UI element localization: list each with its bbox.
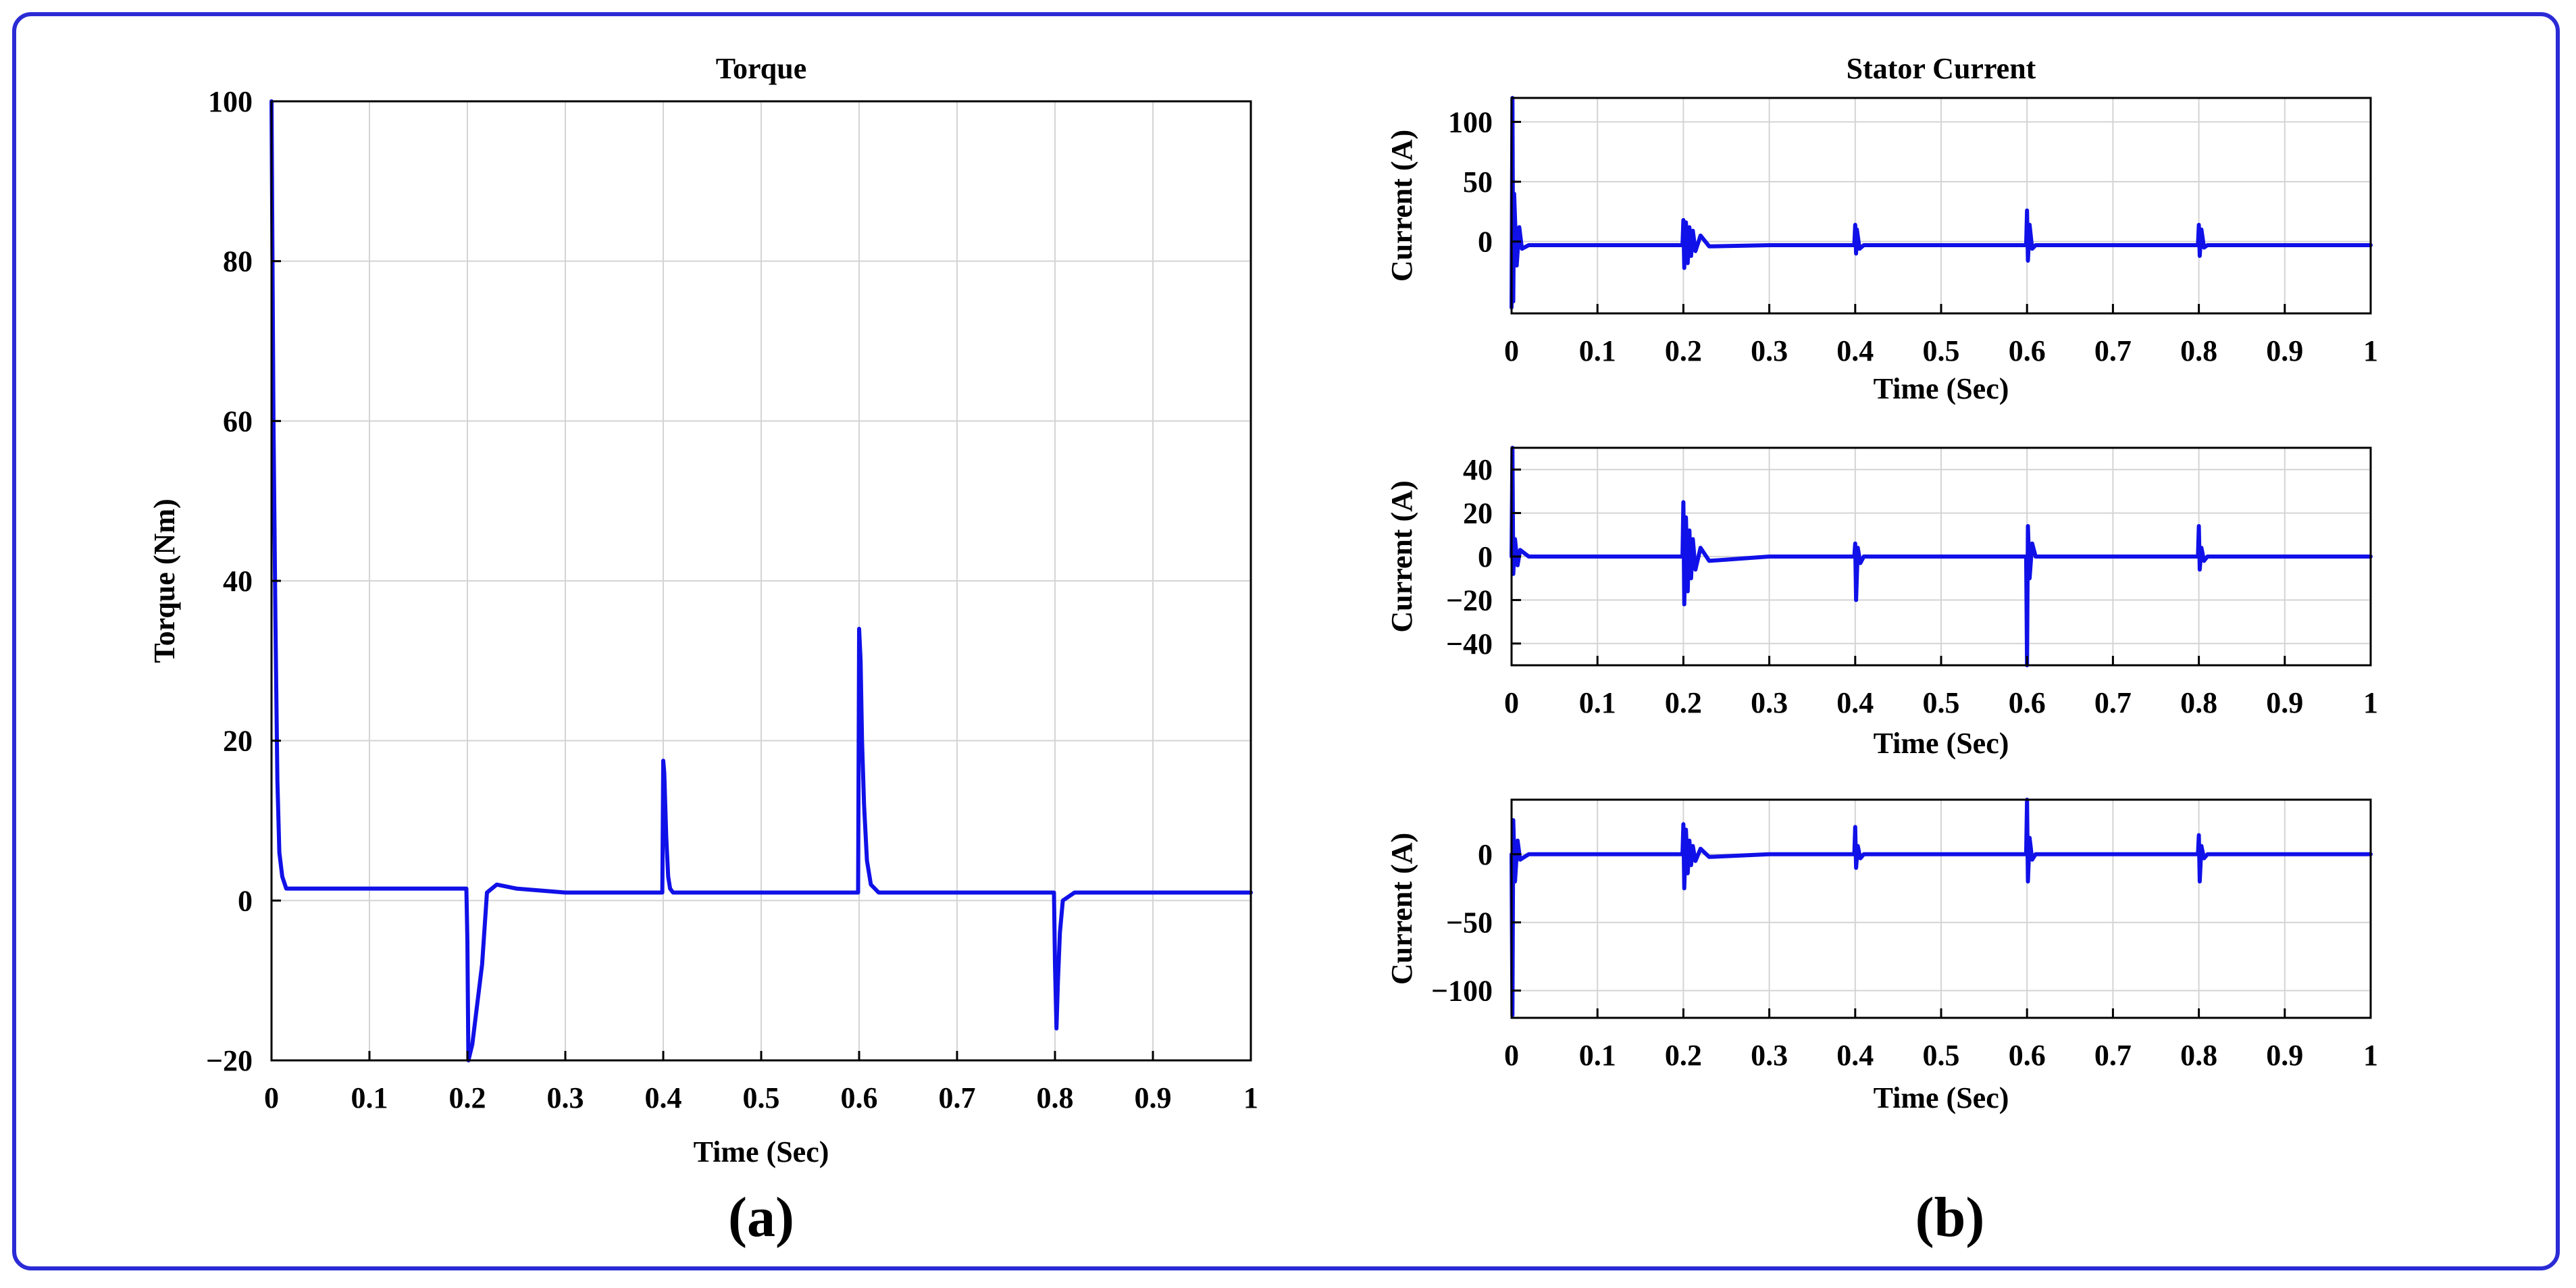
stator3-xtick-label-0: 0 xyxy=(1504,1039,1519,1072)
stator1-ytick-label-2: 100 xyxy=(1448,105,1493,138)
torque-xtick-label-2: 0.2 xyxy=(449,1081,486,1114)
stator3-xlabel: Time (Sec) xyxy=(1874,1081,2009,1114)
torque-xtick-label-0: 0 xyxy=(264,1081,279,1114)
stator2-xtick-label-9: 0.9 xyxy=(2266,686,2303,719)
stator1-xtick-label-2: 0.2 xyxy=(1665,334,1702,367)
stator3-xtick-label-1: 0.1 xyxy=(1579,1039,1616,1072)
stator2-xtick-label-4: 0.4 xyxy=(1836,686,1874,719)
stator1-ylabel: Current (A) xyxy=(1385,130,1418,282)
torque-xtick-label-8: 0.8 xyxy=(1037,1081,1074,1114)
stator2-ylabel: Current (A) xyxy=(1385,480,1418,632)
torque-xtick-label-9: 0.9 xyxy=(1135,1081,1172,1114)
stator3-ytick-label-0: −100 xyxy=(1431,975,1493,1008)
stator2-xtick-label-0: 0 xyxy=(1504,686,1519,719)
stator2-xtick-label-8: 0.8 xyxy=(2180,686,2217,719)
torque-ytick-label-6: 100 xyxy=(208,85,253,118)
torque-xtick-label-10: 1 xyxy=(1243,1081,1258,1114)
stator1-xtick-label-3: 0.3 xyxy=(1751,334,1788,367)
torque-xtick-label-4: 0.4 xyxy=(645,1081,682,1114)
stator2-xtick-label-6: 0.6 xyxy=(2009,686,2046,719)
stator1-xtick-label-1: 0.1 xyxy=(1579,334,1616,367)
stator2-xtick-label-5: 0.5 xyxy=(1923,686,1960,719)
stator1-xtick-label-6: 0.6 xyxy=(2009,334,2046,367)
stator1-title: Stator Current xyxy=(1847,52,2036,85)
torque-xtick-label-1: 0.1 xyxy=(351,1081,388,1114)
stator1-ytick-label-1: 50 xyxy=(1463,165,1493,199)
stator3-xtick-label-4: 0.4 xyxy=(1836,1039,1874,1072)
stator2-ytick-label-1: −20 xyxy=(1446,584,1493,617)
stator1-xtick-label-5: 0.5 xyxy=(1923,334,1960,367)
stator2-ytick-label-0: −40 xyxy=(1446,627,1493,661)
torque-series-line-0 xyxy=(269,99,1253,1062)
stator3-xtick-label-10: 1 xyxy=(2363,1039,2378,1072)
stator3-xtick-label-7: 0.7 xyxy=(2094,1039,2132,1072)
torque-ytick-label-2: 20 xyxy=(223,725,253,758)
torque-ytick-label-1: 0 xyxy=(238,884,253,917)
torque-xlabel: Time (Sec) xyxy=(694,1135,829,1168)
stator2-series-line-0 xyxy=(1510,446,2373,667)
stator3-xtick-label-6: 0.6 xyxy=(2009,1039,2046,1072)
stator2-xtick-label-10: 1 xyxy=(2363,686,2378,719)
stator1-xlabel: Time (Sec) xyxy=(1874,372,2009,405)
stator3-xtick-label-3: 0.3 xyxy=(1751,1039,1788,1072)
torque-ytick-label-4: 60 xyxy=(223,405,253,438)
panel-label-b: (b) xyxy=(1915,1186,1985,1249)
stator2-xtick-label-7: 0.7 xyxy=(2094,686,2132,719)
torque-ytick-label-3: 40 xyxy=(223,565,253,598)
stator1-series-line-0 xyxy=(1510,96,2373,310)
stator3-xtick-label-8: 0.8 xyxy=(2180,1039,2217,1072)
stator2-ytick-label-3: 20 xyxy=(1463,497,1493,530)
stator1-xtick-label-9: 0.9 xyxy=(2266,334,2303,367)
stator3-xtick-label-9: 0.9 xyxy=(2266,1039,2303,1072)
stator3-ytick-label-2: 0 xyxy=(1478,838,1493,871)
stator1-xtick-label-0: 0 xyxy=(1504,334,1519,367)
stator3-ylabel: Current (A) xyxy=(1385,833,1418,985)
stator2-ytick-label-4: 40 xyxy=(1463,453,1493,486)
torque-ylabel: Torque (Nm) xyxy=(148,498,181,663)
stator3-xtick-label-2: 0.2 xyxy=(1665,1039,1702,1072)
stator1-xtick-label-7: 0.7 xyxy=(2094,334,2132,367)
stator2-xtick-label-1: 0.1 xyxy=(1579,686,1616,719)
stator2-xtick-label-3: 0.3 xyxy=(1751,686,1788,719)
stator3-ytick-label-1: −50 xyxy=(1446,906,1493,939)
stator3-xtick-label-5: 0.5 xyxy=(1923,1039,1960,1072)
stator1-xtick-label-4: 0.4 xyxy=(1836,334,1874,367)
torque-title: Torque xyxy=(716,52,807,85)
torque-ytick-label-5: 80 xyxy=(223,245,253,278)
torque-xtick-label-3: 0.3 xyxy=(547,1081,584,1114)
stator1-ytick-label-0: 0 xyxy=(1478,226,1493,259)
torque-xtick-label-7: 0.7 xyxy=(939,1081,976,1114)
stator2-xtick-label-2: 0.2 xyxy=(1665,686,1702,719)
stator2-xlabel: Time (Sec) xyxy=(1874,727,2009,760)
stator2-ytick-label-2: 0 xyxy=(1478,540,1493,573)
torque-ytick-label-0: −20 xyxy=(206,1044,253,1077)
torque-xtick-label-6: 0.6 xyxy=(841,1081,878,1114)
stator1-xtick-label-8: 0.8 xyxy=(2180,334,2217,367)
stator3-series-line-0 xyxy=(1510,798,2373,1017)
torque-xtick-label-5: 0.5 xyxy=(743,1081,780,1114)
stator1-xtick-label-10: 1 xyxy=(2363,334,2378,367)
panel-label-a: (a) xyxy=(728,1186,794,1249)
